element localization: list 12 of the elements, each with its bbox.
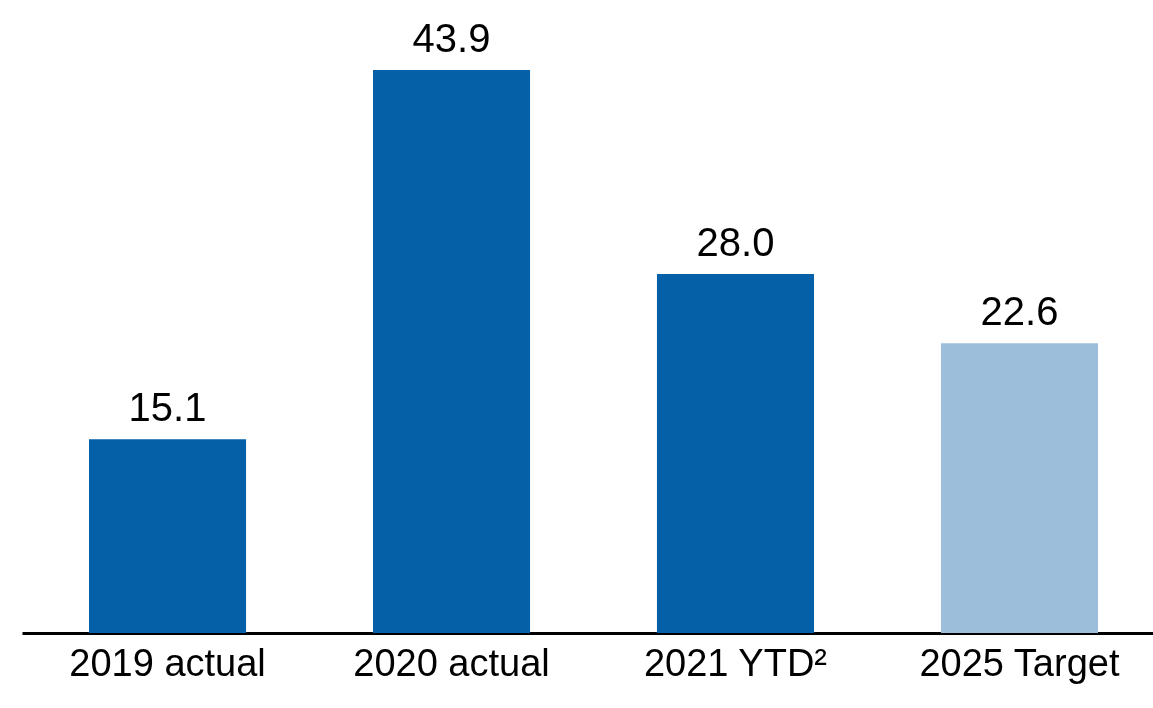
bar — [89, 439, 247, 633]
data-label: 28.0 — [696, 219, 775, 264]
bar — [940, 343, 1098, 633]
x-tick-label: 2019 actual — [69, 641, 266, 684]
x-tick-label: 2021 YTD² — [643, 641, 828, 684]
bar — [656, 273, 815, 633]
bar — [372, 70, 531, 633]
x-tick-label: 2025 Target — [919, 641, 1120, 684]
data-label: 15.1 — [128, 385, 207, 430]
data-label: 43.9 — [412, 16, 491, 60]
data-label: 22.6 — [980, 289, 1059, 334]
x-tick-label: 2020 actual — [353, 641, 550, 684]
